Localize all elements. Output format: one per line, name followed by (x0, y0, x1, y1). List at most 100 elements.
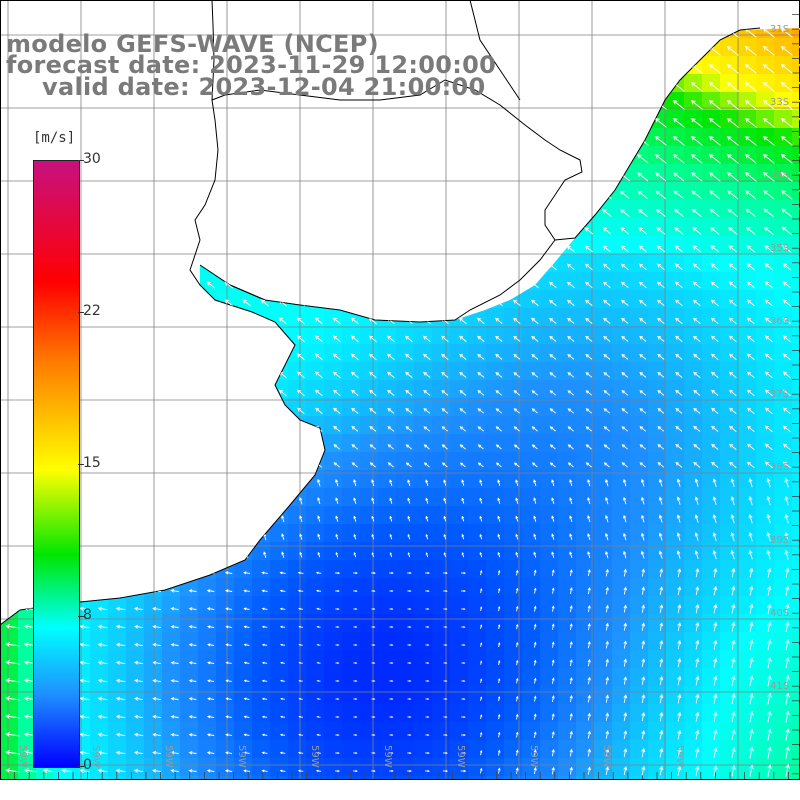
wind-speed-cell (486, 560, 505, 579)
wind-arrow (461, 479, 465, 486)
wind-arrow (281, 515, 285, 523)
wind-speed-cell (144, 758, 163, 777)
wind-speed-cell (324, 578, 343, 597)
wind-speed-cell (576, 722, 595, 741)
wind-speed-cell (90, 758, 109, 777)
wind-speed-cell (396, 686, 415, 705)
wind-speed-cell (792, 740, 800, 759)
wind-arrow (566, 281, 575, 289)
wind-arrow (728, 299, 737, 307)
wind-arrow (657, 390, 665, 396)
wind-speed-cell (558, 380, 577, 399)
wind-arrow (639, 426, 647, 432)
wind-speed-cell (162, 614, 181, 633)
wind-arrow (441, 408, 449, 414)
wind-speed-cell (666, 218, 685, 237)
wind-speed-cell (18, 632, 37, 651)
wind-arrow (188, 643, 197, 647)
wind-arrow (314, 371, 323, 379)
wind-speed-cell (702, 470, 721, 489)
wind-speed-cell (756, 686, 775, 705)
wind-arrow (585, 335, 593, 342)
wind-arrow (515, 677, 519, 684)
wind-speed-cell (270, 704, 289, 723)
wind-arrow (587, 640, 591, 649)
wind-speed-cell (468, 470, 487, 489)
wind-arrow (605, 586, 609, 595)
wind-speed-cell (486, 398, 505, 417)
wind-arrow (587, 479, 591, 487)
wind-arrow (371, 571, 376, 575)
wind-arrow (641, 604, 646, 613)
wind-arrow (425, 497, 429, 504)
wind-speed-cell (792, 182, 800, 201)
wind-arrow (297, 589, 304, 593)
wind-speed-cell (468, 632, 487, 651)
wind-speed-cell (414, 632, 433, 651)
wind-arrow (389, 515, 393, 522)
wind-speed-cell (684, 596, 703, 615)
wind-speed-cell (594, 542, 613, 561)
wind-arrow (619, 190, 630, 200)
wind-speed-cell (144, 722, 163, 741)
wind-speed-cell (360, 596, 379, 615)
wind-arrow (170, 606, 179, 611)
wind-speed-cell (198, 650, 217, 669)
wind-speed-cell (432, 740, 451, 759)
wind-arrow (79, 678, 90, 683)
wind-speed-cell (0, 686, 19, 705)
wind-arrow (659, 765, 664, 776)
wind-arrow (675, 371, 683, 378)
wind-speed-cell (90, 650, 109, 669)
wind-arrow (766, 531, 771, 542)
wind-speed-cell (702, 452, 721, 471)
wind-arrow (531, 444, 538, 450)
wind-speed-cell (234, 632, 253, 651)
wind-arrow (170, 643, 179, 647)
wind-arrow (369, 407, 377, 414)
wind-speed-cell (594, 398, 613, 417)
wind-arrow (97, 768, 108, 773)
wind-speed-cell (414, 452, 433, 471)
wind-arrow (299, 496, 303, 505)
wind-arrow (690, 154, 703, 164)
wind-speed-cell (18, 758, 37, 777)
wind-speed-cell (378, 542, 397, 561)
wind-arrow (425, 734, 430, 737)
wind-arrow (731, 567, 736, 578)
wind-speed-cell (306, 686, 325, 705)
wind-arrow (314, 353, 323, 361)
wind-speed-cell (468, 380, 487, 399)
wind-arrow (207, 697, 215, 701)
wind-speed-cell (432, 398, 451, 417)
wind-arrow (728, 461, 737, 468)
wind-speed-cell (522, 740, 541, 759)
wind-arrow (263, 551, 267, 559)
wind-speed-cell (738, 28, 757, 39)
wind-speed-cell (792, 290, 800, 309)
wind-arrow (785, 567, 790, 578)
wind-arrow (407, 479, 411, 487)
wind-arrow (785, 656, 790, 669)
wind-speed-cell (342, 398, 361, 417)
wind-arrow (298, 625, 303, 628)
wind-arrow (495, 408, 502, 414)
wind-speed-cell (198, 704, 217, 723)
wind-speed-cell (720, 542, 739, 561)
wind-arrow (745, 190, 757, 200)
wind-arrow (97, 660, 108, 665)
wind-speed-cell (378, 524, 397, 543)
wind-speed-cell (234, 668, 253, 687)
wind-speed-cell (558, 308, 577, 327)
wind-arrow (459, 372, 467, 378)
wind-arrow (389, 590, 394, 593)
wind-arrow (387, 444, 394, 450)
wind-arrow (692, 263, 701, 271)
wind-arrow (726, 46, 739, 56)
wind-speed-cell (306, 560, 325, 579)
wind-speed-cell (792, 326, 800, 345)
wind-speed-cell (540, 416, 559, 435)
wind-arrow (389, 752, 394, 755)
wind-arrow (675, 335, 683, 342)
wind-arrow (641, 676, 646, 685)
